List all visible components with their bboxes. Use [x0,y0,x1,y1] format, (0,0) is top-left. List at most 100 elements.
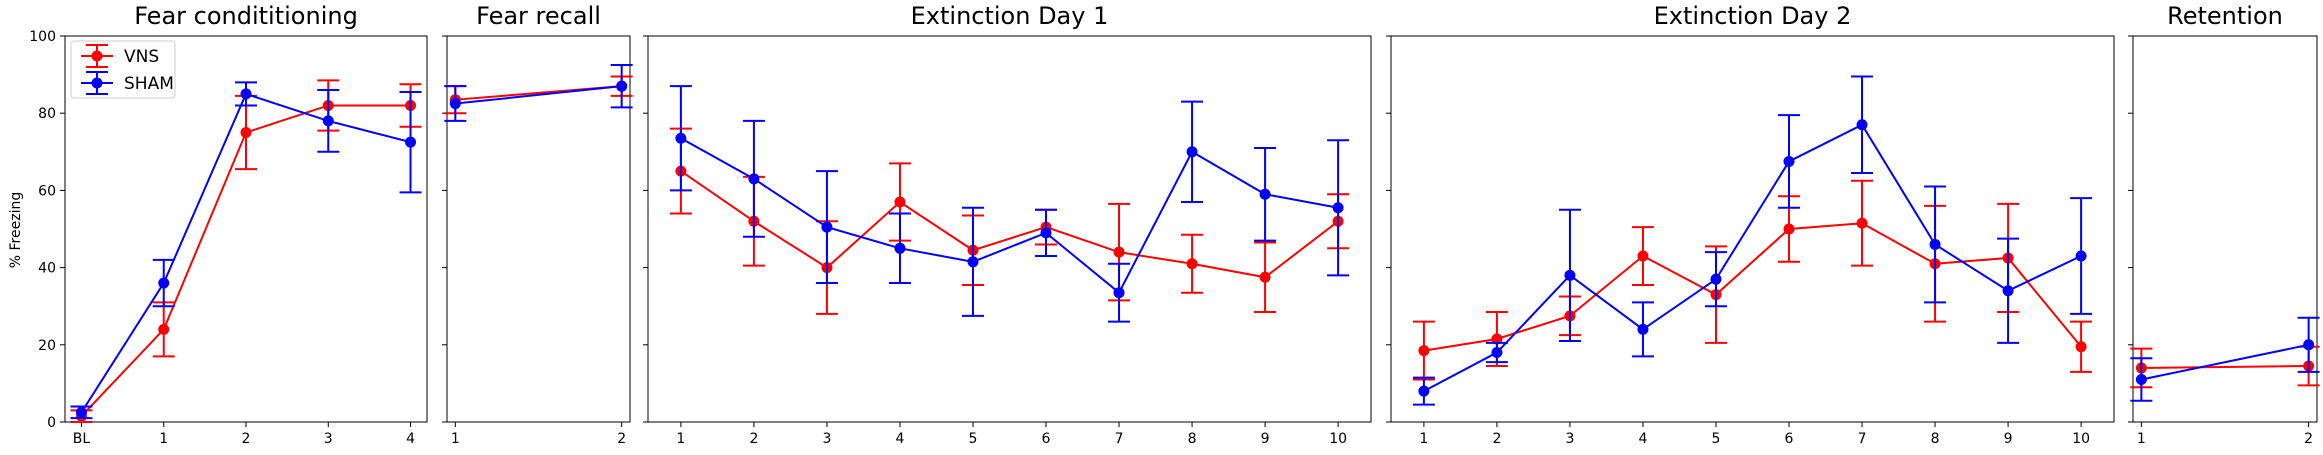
data-point [748,173,760,185]
y-tick-label: 0 [47,415,56,431]
series-vns [2130,345,2320,389]
x-tick-label: 10 [1329,431,1347,447]
data-point [1564,269,1576,281]
panel-2: Fear recall 1 2 [442,2,633,447]
x-tick-label: 4 [406,431,415,447]
panel-4: Extinction Day 2 1 2 3 4 5 6 7 8 9 10 [1386,2,2115,447]
series-line [1423,222,2082,352]
x-tick-label: 6 [1042,431,1051,447]
panel-1: Fear condititioning 0 20 40 60 80 100 BL 1 2 3 4 VNS… [29,2,428,447]
data-point [2135,374,2147,386]
data-point [1259,188,1271,200]
data-point [821,221,833,233]
data-point [158,323,170,335]
data-point [75,406,87,418]
series-sham [444,63,633,122]
data-point [1113,287,1125,299]
data-point [2075,341,2087,353]
x-tick-label: 1 [1419,431,1428,447]
axes-frame [446,35,631,423]
x-tick-label: 6 [1785,431,1794,447]
data-point [894,196,906,208]
y-tick-label: 100 [29,29,56,45]
data-point [1259,271,1271,283]
series-line [680,170,1339,279]
panel-title: Extinction Day 1 [911,2,1109,30]
panel-title: Fear recall [476,2,601,30]
data-point [158,277,170,289]
data-point [1491,333,1503,345]
y-axis-label: % Freezing [8,192,24,268]
series-line [2141,365,2309,369]
data-point [1491,347,1503,359]
x-tick-label: 9 [2004,431,2013,447]
panel-title: Retention [2167,2,2283,30]
panel-title: Extinction Day 2 [1654,2,1852,30]
data-point [616,80,628,92]
data-point [894,242,906,254]
data-point [449,98,461,110]
legend-entry-vns: VNS [81,44,159,68]
y-tick-label: 40 [38,261,56,277]
x-tick-label: 2 [749,431,758,447]
series-vns [669,127,1350,315]
data-point [1186,146,1198,158]
x-tick-label: 1 [451,431,460,447]
x-tick-label: 3 [822,431,831,447]
data-point [1332,202,1344,214]
x-tick-label: 4 [1639,431,1648,447]
series-line [680,137,1339,295]
x-tick-label: 9 [1261,431,1270,447]
panels: Fear condititioning 0 20 40 60 80 100 BL 1 2 3 4 VNS… [29,2,2320,447]
x-tick-label: 1 [2137,431,2146,447]
x-tick-label: 8 [1931,431,1940,447]
x-tick-label: 2 [1492,431,1501,447]
y-tick-label: 20 [38,338,56,354]
data-point [1040,227,1052,239]
legend-label: SHAM [124,74,174,94]
series-sham [70,81,422,420]
x-tick-label: 10 [2072,431,2090,447]
x-tick-label: 2 [242,431,251,447]
x-tick-label: 8 [1188,431,1197,447]
data-point [1418,345,1430,357]
x-tick-label: 3 [1565,431,1574,447]
x-tick-label: 7 [1115,431,1124,447]
data-point [1113,246,1125,258]
legend: VNS SHAM [70,40,176,99]
series-line [455,85,622,105]
x-tick-label: 5 [1712,431,1721,447]
x-tick-label: 5 [969,431,978,447]
data-point [1856,119,1868,131]
series-sham [2130,316,2320,402]
data-point [1783,155,1795,167]
panel-3: Extinction Day 1 1 2 3 4 5 6 7 8 9 10 [643,2,1372,447]
data-point [675,132,687,144]
data-point [1856,217,1868,229]
data-point [322,115,334,127]
data-point [240,88,252,100]
axes-frame [647,35,1372,423]
data-point [1637,250,1649,262]
axes-frame [2132,35,2318,423]
data-point [1418,385,1430,397]
data-point [1186,258,1198,270]
x-tick-label: 1 [159,431,168,447]
legend-label: VNS [124,47,159,67]
data-point [2075,250,2087,262]
x-tick-label: BL [73,431,91,447]
x-tick-label: 1 [676,431,685,447]
x-tick-label: 7 [1858,431,1867,447]
y-tick-label: 60 [38,183,56,199]
data-point [2002,285,2014,297]
data-point [1637,323,1649,335]
y-tick-label: 80 [38,106,56,122]
data-point [2303,339,2315,351]
series-line [1423,123,2082,393]
data-point [1710,273,1722,285]
data-point [967,256,979,268]
data-point [1929,238,1941,250]
legend-marker [91,50,103,62]
x-tick-label: 2 [617,431,626,447]
